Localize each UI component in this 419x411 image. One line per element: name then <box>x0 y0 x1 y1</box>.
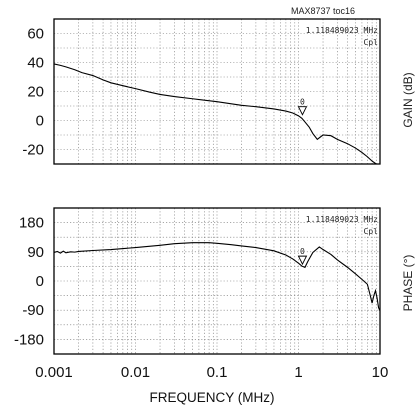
gain-grid <box>54 19 380 164</box>
gain-axis-label: GAIN (dB) <box>401 72 415 127</box>
frequency-axis-label: FREQUENCY (MHz) <box>149 390 274 405</box>
phase-y-tick-label: 180 <box>19 215 44 232</box>
phase-y-tick-label: 0 <box>36 273 44 290</box>
phase-y-tick-label: 90 <box>27 244 44 261</box>
frequency-tick-label: 0.1 <box>207 364 228 381</box>
frequency-tick-label: 0.001 <box>35 364 73 381</box>
phase-marker-frequency: 1.118489023 MHz <box>306 215 378 224</box>
frequency-tick-label: 10 <box>372 364 389 381</box>
gain-y-tick-label: 0 <box>36 113 44 130</box>
gain-plot-frame <box>53 18 381 165</box>
gain-y-tick-label: -20 <box>22 142 44 159</box>
phase-marker-mode: Cpl <box>364 227 379 236</box>
phase-trace <box>53 242 381 312</box>
frequency-tick-label: 1 <box>294 364 302 381</box>
phase-y-tick-label: -180 <box>14 331 44 348</box>
gain-marker-triangle <box>297 106 308 116</box>
phase-marker-triangle <box>297 255 308 266</box>
phase-marker-label: 0 <box>300 247 305 256</box>
phase-grid <box>54 208 380 354</box>
gain-y-tick-label: 40 <box>27 55 44 72</box>
gain-y-tick-label: 60 <box>27 26 44 43</box>
gain-marker-mode: Cpl <box>364 38 379 47</box>
figure-id: MAX8737 toc16 <box>291 6 355 16</box>
phase-axis-label: PHASE (°) <box>401 255 415 312</box>
phase-chart: 180 90 0 -90 -180 PHASE (°) 0.001 0.01 0.1 1 10 1.1… <box>14 207 415 381</box>
phase-plot-frame <box>53 207 381 355</box>
phase-y-tick-label: -90 <box>22 302 44 319</box>
gain-trace <box>53 63 377 165</box>
gain-marker-frequency: 1.118489023 MHz <box>306 26 378 35</box>
gain-marker-label: 0 <box>300 98 305 107</box>
gain-y-tick-label: 20 <box>27 84 44 101</box>
gain-chart: 60 40 20 0 -20 GAIN (dB) 1.118489023 MHz Cpl 0 <box>22 18 415 165</box>
frequency-tick-label: 0.01 <box>121 364 150 381</box>
